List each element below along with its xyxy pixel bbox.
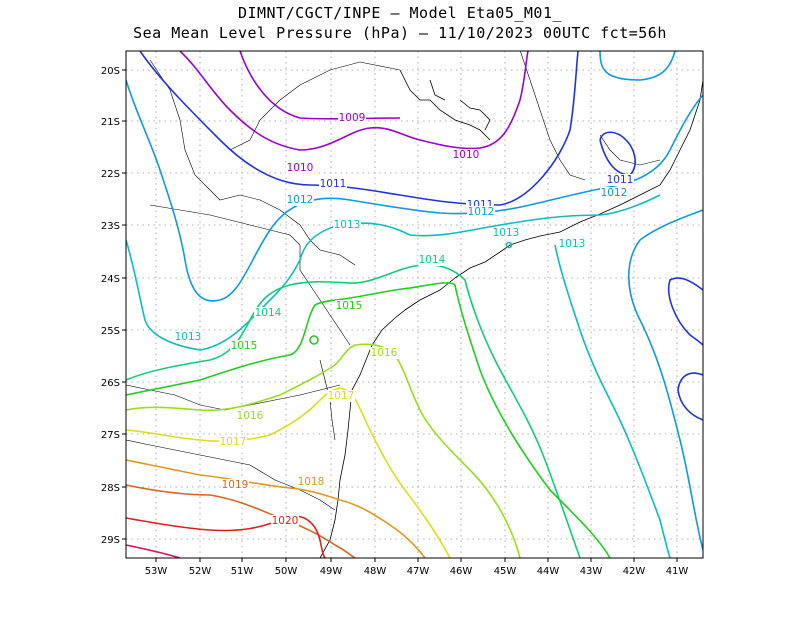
isobar-label-bg	[297, 476, 325, 488]
lat-tick-label: 23S	[101, 221, 120, 232]
lon-tick-label: 50W	[275, 566, 298, 577]
isobar-label-bg	[558, 238, 586, 250]
lat-tick-label: 20S	[101, 66, 120, 77]
isobar-label: 1016	[237, 410, 264, 422]
lat-tick-label: 26S	[101, 378, 120, 389]
lat-tick-label: 21S	[101, 117, 120, 128]
isobar-label: 1014	[419, 254, 446, 266]
isobar-label-bg	[606, 174, 634, 186]
isobar-label-bg	[219, 436, 247, 448]
lat-tick-label: 27S	[101, 430, 120, 441]
lat-tick-label: 22S	[101, 169, 120, 180]
isobar-label: 1016	[371, 347, 398, 359]
isobar-label-bg	[370, 347, 398, 359]
isobar-label-bg	[286, 162, 314, 174]
map-subtitle: Sea Mean Level Pressure (hPa) — 11/10/20…	[133, 24, 667, 42]
lon-tick-label: 44W	[537, 566, 560, 577]
isobar-label: 1013	[334, 219, 361, 231]
isobar-label-bg	[327, 390, 355, 402]
isobar-label: 1011	[320, 178, 347, 190]
gridlines	[126, 51, 703, 558]
isobar-label: 1019	[222, 479, 249, 491]
lon-tick-label: 51W	[231, 566, 254, 577]
lat-tick-label: 25S	[101, 326, 120, 337]
isobar-label-bg	[418, 254, 446, 266]
isobar-label-bg	[600, 187, 628, 199]
isobar-label: 1009	[339, 112, 366, 124]
lon-tick-label: 45W	[494, 566, 517, 577]
isobar-label: 1020	[272, 515, 299, 527]
plot-frame	[125, 50, 704, 559]
isobar-label-bg	[221, 479, 249, 491]
isobar-label-bg	[286, 194, 314, 206]
isobar-label-bg	[230, 340, 258, 352]
isobar-label: 1013	[175, 331, 202, 343]
isobar-label: 1010	[287, 162, 314, 174]
isobar-label: 1012	[601, 187, 628, 199]
lon-tick-label: 53W	[145, 566, 168, 577]
lon-tick-label: 52W	[189, 566, 212, 577]
lon-tick-label: 48W	[364, 566, 387, 577]
isobar-label-bg	[271, 515, 299, 527]
isobar-label: 1012	[287, 194, 314, 206]
lon-tick-label: 46W	[450, 566, 473, 577]
isobar-labels: 1009101010101011101110111012101210121013…	[174, 112, 634, 527]
isobar-label: 1017	[220, 436, 247, 448]
isobar-label: 1015	[231, 340, 258, 352]
isobar-label-bg	[467, 206, 495, 218]
isobar-label: 1015	[336, 300, 363, 312]
isobar-label: 1017	[328, 390, 355, 402]
isobar-label-bg	[254, 307, 282, 319]
isobar-label: 1010	[453, 149, 480, 161]
isobar-label-bg	[338, 112, 366, 124]
lon-tick-label: 43W	[580, 566, 603, 577]
isobars	[126, 51, 703, 558]
lat-tick-label: 24S	[101, 274, 120, 285]
isobar-label-bg	[236, 410, 264, 422]
lat-tick-label: 28S	[101, 483, 120, 494]
isobar-label-bg	[492, 227, 520, 239]
isobar-label-bg	[333, 219, 361, 231]
map-title: DIMNT/CGCT/INPE — Model Eta05_M01_	[237, 4, 563, 22]
isobar-label: 1012	[468, 206, 495, 218]
isobar-label-bg	[335, 300, 363, 312]
lon-tick-label: 49W	[320, 566, 343, 577]
state-borders	[126, 51, 661, 511]
coastline	[319, 69, 703, 558]
isobar-label: 1018	[298, 476, 325, 488]
isobar-label: 1013	[559, 238, 586, 250]
isobar-label-bg	[319, 178, 347, 190]
isobar-label-bg	[174, 331, 202, 343]
isobar-label: 1014	[255, 307, 282, 319]
axis-ticks: 20S 21S 22S 23S 24S 25S 26S 27S 28S 29S 53W 52W 51W 5…	[101, 66, 688, 577]
lat-tick-label: 29S	[101, 535, 120, 546]
isobar-label: 1013	[493, 227, 520, 239]
isobar-label-bg	[452, 149, 480, 161]
isobar-label: 1011	[607, 174, 634, 186]
lon-tick-label: 42W	[623, 566, 646, 577]
lon-tick-label: 47W	[407, 566, 430, 577]
lon-tick-label: 41W	[666, 566, 689, 577]
